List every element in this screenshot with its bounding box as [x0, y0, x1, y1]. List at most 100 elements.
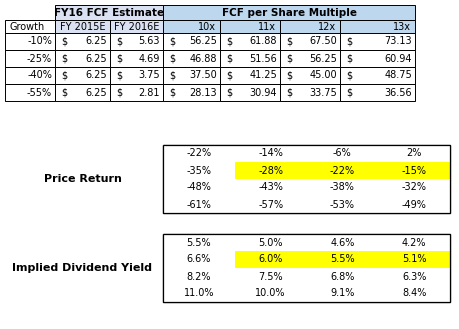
Text: -40%: -40%	[27, 70, 52, 81]
Bar	[235, 234, 307, 251]
Text: $: $	[226, 88, 232, 97]
Text: -38%: -38%	[330, 183, 355, 192]
Text: 13x: 13x	[393, 21, 411, 32]
Text: 8.2%: 8.2%	[187, 271, 211, 282]
Text: 41.25: 41.25	[249, 70, 277, 81]
Text: $: $	[116, 70, 122, 81]
Bar	[55, 5, 163, 20]
Bar	[163, 20, 220, 33]
Text: 6.25: 6.25	[85, 70, 107, 81]
Bar	[110, 67, 163, 84]
Text: 30.94: 30.94	[250, 88, 277, 97]
Bar	[163, 234, 235, 251]
Text: 56.25: 56.25	[189, 37, 217, 46]
Text: 8.4%: 8.4%	[402, 289, 426, 298]
Bar	[5, 5, 55, 20]
Bar	[163, 234, 450, 302]
Bar	[235, 162, 307, 179]
Text: 6.6%: 6.6%	[187, 255, 211, 265]
Bar	[55, 67, 110, 84]
Text: 5.0%: 5.0%	[258, 238, 283, 247]
Text: -32%: -32%	[402, 183, 426, 192]
Bar	[110, 20, 163, 33]
Bar	[307, 285, 378, 302]
Text: 2.81: 2.81	[139, 88, 160, 97]
Text: $: $	[169, 70, 175, 81]
Bar	[163, 196, 235, 213]
Bar	[307, 179, 378, 196]
Bar	[378, 196, 450, 213]
Bar	[340, 20, 415, 33]
Bar	[220, 33, 280, 50]
Text: $: $	[61, 54, 67, 63]
Text: $: $	[346, 37, 352, 46]
Text: $: $	[116, 37, 122, 46]
Text: 5.1%: 5.1%	[402, 255, 426, 265]
Text: $: $	[346, 70, 352, 81]
Bar	[340, 84, 415, 101]
Text: -6%: -6%	[333, 148, 352, 159]
Bar	[163, 50, 220, 67]
Text: 10.0%: 10.0%	[255, 289, 286, 298]
Text: FY16 FCF Estimate: FY16 FCF Estimate	[54, 8, 164, 17]
Bar	[110, 33, 163, 50]
Text: $: $	[346, 88, 352, 97]
Bar	[378, 285, 450, 302]
Text: -25%: -25%	[27, 54, 52, 63]
Bar	[378, 162, 450, 179]
Bar	[55, 20, 110, 33]
Text: $: $	[61, 88, 67, 97]
Bar	[340, 67, 415, 84]
Text: 5.63: 5.63	[139, 37, 160, 46]
Text: 11x: 11x	[258, 21, 276, 32]
Text: -15%: -15%	[402, 165, 426, 175]
Bar	[5, 50, 55, 67]
Text: 4.6%: 4.6%	[330, 238, 354, 247]
Text: Price Return: Price Return	[44, 174, 122, 184]
Text: -28%: -28%	[258, 165, 283, 175]
Bar	[340, 33, 415, 50]
Text: 12x: 12x	[318, 21, 336, 32]
Text: -14%: -14%	[258, 148, 283, 159]
Bar	[220, 20, 280, 33]
Text: $: $	[286, 88, 292, 97]
Bar	[55, 33, 110, 50]
Bar	[163, 84, 220, 101]
Text: 48.75: 48.75	[384, 70, 412, 81]
Bar	[280, 50, 340, 67]
Bar	[280, 33, 340, 50]
Text: FCF per Share Multiple: FCF per Share Multiple	[222, 8, 357, 17]
Bar	[280, 20, 340, 33]
Bar	[307, 145, 378, 162]
Text: FY 2015E: FY 2015E	[61, 21, 106, 32]
Text: Growth: Growth	[9, 21, 44, 32]
Bar	[163, 145, 450, 213]
Bar	[280, 67, 340, 84]
Text: 51.56: 51.56	[249, 54, 277, 63]
Bar	[307, 162, 378, 179]
Text: $: $	[61, 70, 67, 81]
Bar	[220, 50, 280, 67]
Text: 2%: 2%	[406, 148, 422, 159]
Bar	[5, 67, 55, 84]
Text: $: $	[61, 37, 67, 46]
Text: 6.25: 6.25	[85, 54, 107, 63]
Text: -43%: -43%	[258, 183, 283, 192]
Bar	[378, 179, 450, 196]
Text: 28.13: 28.13	[190, 88, 217, 97]
Bar	[235, 268, 307, 285]
Text: $: $	[226, 54, 232, 63]
Bar	[235, 145, 307, 162]
Bar	[235, 179, 307, 196]
Bar	[163, 268, 235, 285]
Bar	[378, 145, 450, 162]
Text: 6.3%: 6.3%	[402, 271, 426, 282]
Text: $: $	[169, 37, 175, 46]
Text: 36.56: 36.56	[384, 88, 412, 97]
Bar	[307, 268, 378, 285]
Bar	[163, 145, 450, 213]
Bar	[307, 251, 378, 268]
Text: 6.25: 6.25	[85, 37, 107, 46]
Text: 56.25: 56.25	[309, 54, 337, 63]
Text: 46.88: 46.88	[190, 54, 217, 63]
